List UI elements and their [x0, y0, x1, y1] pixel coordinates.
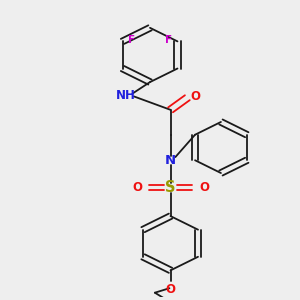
Text: O: O	[199, 181, 209, 194]
Text: N: N	[165, 154, 176, 167]
Text: F: F	[165, 35, 172, 45]
Text: S: S	[165, 180, 176, 195]
Text: O: O	[132, 181, 142, 194]
Text: O: O	[190, 90, 200, 103]
Text: O: O	[166, 283, 176, 296]
Text: F: F	[128, 35, 135, 45]
Text: NH: NH	[116, 89, 136, 102]
